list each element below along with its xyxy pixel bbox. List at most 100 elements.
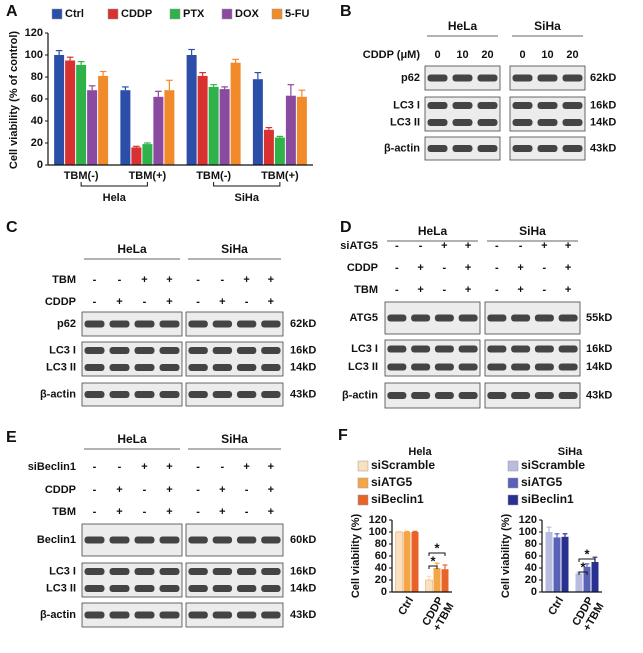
band <box>434 314 454 322</box>
lane-label: - <box>419 240 423 252</box>
band-label: LC3 II <box>348 361 378 373</box>
band <box>109 364 130 371</box>
band <box>452 119 473 126</box>
band <box>261 364 281 371</box>
band <box>212 611 233 619</box>
x-tick-label: TBM(-) <box>196 170 231 182</box>
lane-label: - <box>93 461 97 473</box>
legend-swatch <box>357 460 369 472</box>
band <box>212 364 233 371</box>
band <box>387 392 407 399</box>
band-size: 14kD <box>586 361 612 373</box>
band <box>511 392 531 399</box>
lane-label: - <box>143 506 147 518</box>
band-size: 43kD <box>590 142 616 154</box>
x-tick-label: Ctrl <box>396 595 416 617</box>
band <box>452 102 473 109</box>
bar <box>230 62 241 166</box>
condition-label: TBM <box>52 274 76 286</box>
band <box>109 320 130 328</box>
lane-label: - <box>495 284 499 296</box>
lane-label: + <box>268 461 274 473</box>
band <box>188 568 208 575</box>
band <box>84 568 105 575</box>
y-tick-label: 40 <box>31 115 43 127</box>
band <box>134 320 155 328</box>
lane-label: + <box>219 296 225 308</box>
band-size: 62kD <box>590 72 616 84</box>
lane-label: + <box>565 284 571 296</box>
lane-label: + <box>243 461 249 473</box>
lane-label: + <box>517 262 523 274</box>
y-tick-label: 120 <box>519 514 537 526</box>
band-label: ATG5 <box>349 312 378 324</box>
y-tick-label: 80 <box>375 538 387 550</box>
band <box>452 74 473 82</box>
band-size: 55kD <box>586 312 612 324</box>
band-size: 43kD <box>290 609 316 621</box>
band <box>477 102 498 109</box>
band-size: 43kD <box>586 389 612 401</box>
band-size: 14kD <box>590 116 616 128</box>
y-tick-label: 60 <box>525 550 537 562</box>
y-tick-label: 40 <box>375 562 387 574</box>
band <box>134 585 155 592</box>
panel-letter: F <box>338 427 348 444</box>
band <box>188 585 208 592</box>
band <box>84 320 105 328</box>
legend-swatch <box>507 477 519 489</box>
band <box>434 345 454 353</box>
band <box>84 364 105 371</box>
bar <box>186 55 197 165</box>
panel-letter: B <box>340 3 352 20</box>
condition-label: CDDP <box>347 262 378 274</box>
band <box>109 585 130 592</box>
band-label: LC3 I <box>49 344 76 356</box>
bar <box>98 75 109 165</box>
lane-label: + <box>441 240 447 252</box>
y-axis-label: Cell viability (% of control) <box>8 31 20 169</box>
sig-bracket <box>578 571 588 575</box>
band <box>261 536 281 544</box>
band <box>411 345 431 353</box>
sig-bracket <box>578 558 596 562</box>
lane-label: - <box>543 284 547 296</box>
legend-label: siBeclin1 <box>371 492 424 506</box>
band <box>109 347 130 354</box>
cell-line: HeLa <box>117 432 147 446</box>
band <box>109 568 130 575</box>
lane-label: - <box>118 461 122 473</box>
legend-swatch <box>169 8 181 20</box>
band <box>562 119 583 126</box>
band <box>159 568 180 575</box>
lane-label: + <box>268 484 274 496</box>
band <box>134 391 155 398</box>
lane-label: + <box>166 484 172 496</box>
sig-mark: * <box>584 546 590 561</box>
band <box>537 74 558 82</box>
band <box>387 363 407 371</box>
band <box>558 314 578 322</box>
legend-swatch <box>357 494 369 506</box>
band <box>427 74 448 82</box>
x-tick-label: Ctrl <box>546 595 566 617</box>
bar <box>120 90 131 165</box>
panel-letter: C <box>6 219 18 236</box>
lane-label: + <box>116 506 122 518</box>
bar <box>296 96 307 165</box>
band <box>236 391 257 398</box>
band <box>411 314 431 322</box>
band <box>434 392 454 399</box>
lane-label: - <box>221 461 225 473</box>
group-label: SiHa <box>235 192 260 204</box>
band <box>212 391 233 398</box>
band <box>261 391 281 398</box>
band <box>261 585 281 592</box>
blot-frame <box>81 382 183 407</box>
lane-label: + <box>166 506 172 518</box>
y-axis-label: Cell viability (%) <box>500 513 512 598</box>
lane-label: - <box>245 506 249 518</box>
lane-label: 10 <box>541 49 553 61</box>
lane-label: + <box>465 262 471 274</box>
band-label: β-actin <box>40 388 76 400</box>
